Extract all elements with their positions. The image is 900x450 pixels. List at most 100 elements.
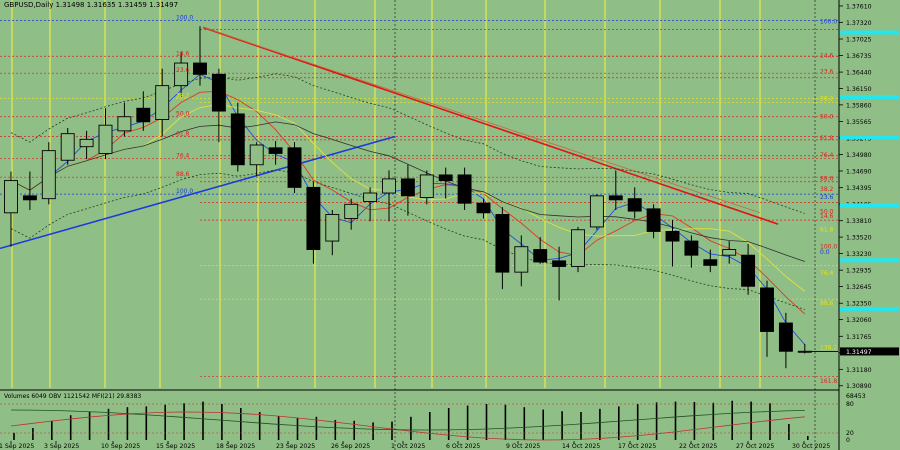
bull-candle — [325, 214, 340, 242]
bull-candle — [571, 229, 585, 267]
price-tick-label: 1.30890 — [846, 383, 872, 390]
date-tick-label: 1 Oct 2025 — [391, 443, 425, 450]
price-tick-label: 1.32645 — [846, 284, 872, 291]
bear-candle — [760, 287, 774, 332]
price-tick-label: 1.32935 — [846, 268, 872, 275]
mfi-line — [10, 411, 805, 441]
bull-candle — [174, 62, 189, 87]
fib-level-label: 50.0 — [176, 111, 190, 118]
date-tick-label: 1 Sep 2025 — [0, 443, 34, 450]
bull-candle — [722, 249, 737, 256]
indicator-lines — [0, 403, 838, 441]
price-highlight — [840, 94, 899, 99]
price-tick-label: 1.33810 — [846, 218, 872, 225]
price-tick-label: 1.33520 — [846, 235, 872, 242]
bull-candle — [4, 180, 18, 214]
fib-level-label: 14.6 — [820, 213, 834, 220]
current-price-label: 1.31497 — [846, 349, 872, 356]
bear-candle — [703, 259, 718, 266]
fib-level-label: 38.2 — [176, 93, 190, 100]
bear-candle — [778, 322, 793, 352]
fib-level-label: 61.8 — [176, 131, 190, 138]
fibonacci-labels: 100.0 14.6 23.6 38.2 50.0 61.8 76.4 88.6 100.0 10… — [176, 15, 837, 385]
bear-candle — [438, 174, 453, 182]
fib-level-label: 88.6 — [176, 171, 190, 178]
bull-candle — [514, 246, 529, 273]
date-tick-label: 9 Oct 2025 — [506, 443, 540, 450]
fib-level-label: 76.4 — [176, 153, 190, 160]
fib-level-label: 100.0 — [820, 19, 837, 26]
date-tick-label: 3 Sep 2025 — [44, 443, 79, 450]
bear-candle — [193, 62, 207, 75]
bull-candle — [41, 150, 56, 200]
fib-level-label: 76.4 — [820, 152, 834, 159]
price-highlight — [840, 30, 899, 35]
price-tick-label: 1.36440 — [846, 70, 872, 77]
price-highlight — [840, 203, 899, 208]
fib-level-label: 50.0 — [820, 114, 834, 121]
bull-candle — [419, 174, 434, 198]
bear-candle — [287, 147, 302, 188]
bull-candle — [98, 124, 113, 154]
bear-candle — [400, 178, 415, 197]
current-price-tag — [840, 347, 899, 356]
bull-candle — [344, 203, 359, 219]
date-tick-label: 15 Sep 2025 — [156, 443, 195, 450]
price-highlight — [840, 258, 899, 263]
bear-candle — [22, 195, 37, 201]
price-tick-label: 1.37025 — [846, 37, 872, 44]
bull-candle — [589, 195, 604, 228]
fib-level-label: 61.8 — [820, 135, 834, 142]
indicator-tick-label: 0 — [846, 437, 850, 444]
price-tick-label: 1.32350 — [846, 301, 872, 308]
obv-line — [10, 409, 805, 431]
date-tick-label: 18 Sep 2025 — [216, 443, 255, 450]
price-tick-label: 1.32060 — [846, 317, 872, 324]
fib-level-label: 100.0 — [820, 244, 837, 251]
bear-candle — [211, 73, 226, 112]
date-tick-label: 6 Oct 2025 — [446, 443, 480, 450]
price-tick-label: 1.33230 — [846, 251, 872, 258]
price-tick-label: 1.31765 — [846, 334, 872, 341]
fib-level-label: 23.6 — [176, 67, 190, 74]
trendlines — [0, 26, 779, 250]
resistance-trendline — [202, 26, 779, 225]
bear-candle — [230, 113, 245, 166]
price-tick-label: 1.34980 — [846, 152, 872, 159]
price-tick-label: 1.34395 — [846, 185, 872, 192]
bear-candle — [268, 147, 283, 154]
volume-histogram — [13, 400, 809, 440]
date-tick-label: 10 Sep 2025 — [101, 443, 140, 450]
fib-level-label: 161.8 — [820, 378, 837, 385]
bear-candle — [684, 240, 699, 256]
date-tick-label: 22 Oct 2025 — [679, 443, 717, 450]
bear-candle — [627, 198, 642, 212]
fib-level-label: 76.4 — [820, 270, 834, 277]
price-highlight — [840, 135, 899, 140]
indicator-tick-label: 80 — [846, 401, 854, 408]
indicator-tick-label: 20 — [846, 430, 854, 437]
fib-level-label: 23.6 — [820, 68, 834, 75]
bear-candle — [608, 195, 623, 201]
bear-candle — [457, 174, 472, 204]
price-axis: 1.37610 1.37320 1.37025 1.36735 1.36440 1.361… — [810, 3, 899, 444]
fib-level-label: 100.0 — [176, 188, 193, 195]
fib-level-label: 88.6 — [820, 300, 834, 307]
fib-level-label: 23.6 — [820, 194, 834, 201]
price-tick-label: 1.35565 — [846, 119, 872, 126]
date-tick-label: 27 Oct 2025 — [736, 443, 774, 450]
bear-candle — [476, 202, 491, 214]
support-trendline — [0, 135, 396, 250]
bear-candle — [533, 249, 548, 263]
fib-level-label: 50.0 — [820, 208, 834, 215]
bear-candle — [136, 107, 151, 123]
fib-level-label: 61.8 — [820, 227, 834, 234]
price-tick-label: 1.31180 — [846, 367, 872, 374]
date-tick-label: 14 Oct 2025 — [562, 443, 600, 450]
bull-candle — [363, 192, 378, 202]
date-tick-label: 26 Sep 2025 — [331, 443, 370, 450]
fib-level-label: 14.6 — [820, 53, 834, 60]
date-tick-label: 17 Oct 2025 — [618, 443, 656, 450]
